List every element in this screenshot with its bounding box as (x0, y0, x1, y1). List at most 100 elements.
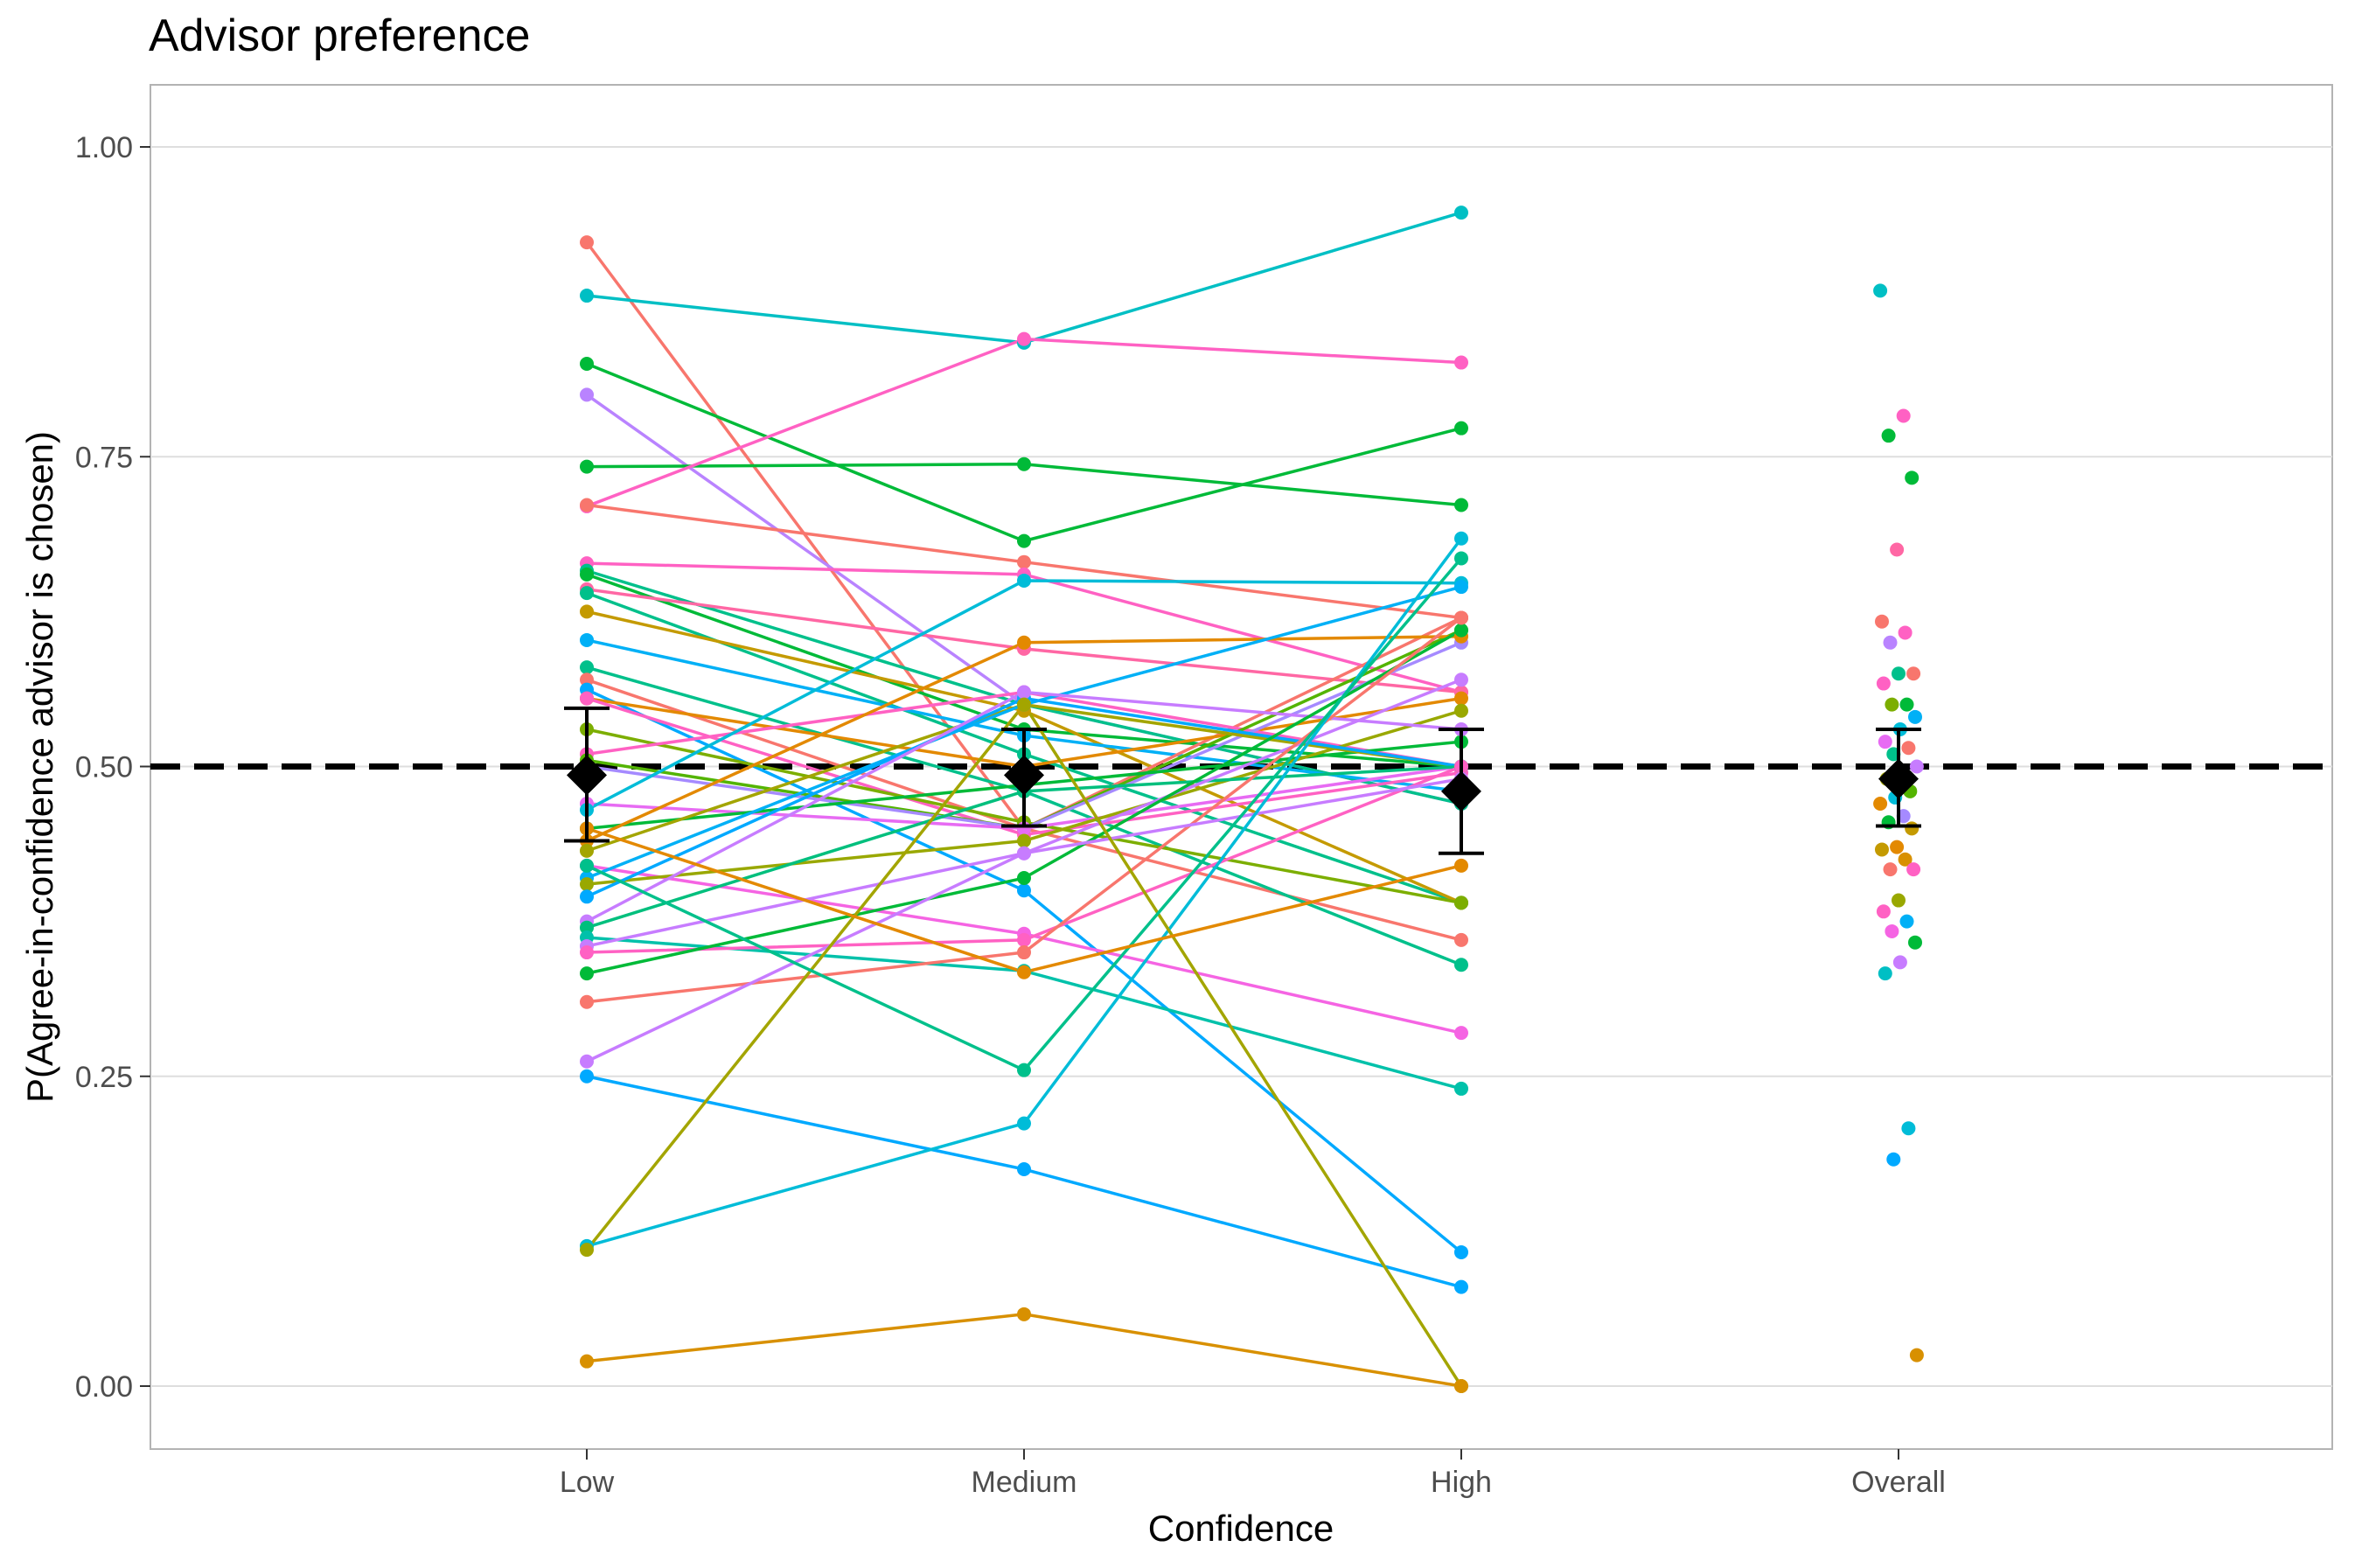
overall-point (1892, 666, 1906, 681)
participant-point (1454, 623, 1468, 638)
participant-point (580, 289, 594, 303)
overall-point (1901, 741, 1916, 756)
overall-point (1908, 935, 1922, 950)
participant-point (580, 356, 594, 371)
summary-markers (564, 706, 1921, 855)
participant-point (1454, 1279, 1468, 1294)
participant-point (1454, 691, 1468, 706)
participant-point (580, 498, 594, 512)
participant-point (1017, 573, 1031, 588)
overall-point (1875, 842, 1889, 857)
overall-point (1896, 408, 1911, 423)
participant-point (1017, 331, 1031, 346)
overall-point (1883, 862, 1898, 877)
y-tick-label: 0.00 (75, 1370, 133, 1404)
participant-point (580, 567, 594, 582)
y-tick-label: 0.75 (75, 441, 133, 474)
overall-point (1873, 283, 1888, 298)
overall-point (1890, 840, 1905, 854)
overall-point (1899, 697, 1914, 712)
y-tick-label: 0.25 (75, 1061, 133, 1094)
y-axis-ticks: 0.00 0.25 0.50 0.75 1.00 (75, 131, 150, 1404)
participant-point (1017, 945, 1031, 960)
overall-point (1885, 923, 1899, 938)
participant-point (1454, 498, 1468, 512)
mean-diamond (1878, 758, 1919, 799)
x-tick-label: High (1431, 1466, 1492, 1499)
participant-points (580, 206, 1468, 1393)
participant-point (1454, 580, 1468, 595)
overall-point (1878, 966, 1892, 981)
x-tick-label: Overall (1851, 1466, 1946, 1499)
overall-point (1892, 893, 1906, 908)
participant-point (1017, 932, 1031, 947)
participant-point (580, 945, 594, 960)
participant-point (580, 966, 594, 981)
participant-point (580, 994, 594, 1009)
overall-point (1906, 666, 1921, 681)
x-axis-label: Confidence (1148, 1508, 1334, 1549)
participant-point (580, 632, 594, 647)
participant-point (1454, 896, 1468, 910)
overall-point (1909, 759, 1924, 774)
participant-point (1017, 1063, 1031, 1077)
participant-point (580, 877, 594, 892)
overall-point (1878, 735, 1892, 749)
overall-point (1908, 709, 1922, 724)
x-tick-label: Low (560, 1466, 615, 1499)
participant-point (1017, 635, 1031, 650)
x-tick-label: Medium (972, 1466, 1077, 1499)
participant-point (580, 660, 594, 675)
overall-point (1901, 1121, 1916, 1136)
participant-point (1454, 355, 1468, 370)
participant-point (1454, 672, 1468, 687)
mean-diamond (1441, 770, 1481, 812)
overall-point (1886, 1152, 1901, 1167)
overall-point (1899, 914, 1914, 929)
overall-point (1873, 797, 1888, 812)
participant-point (580, 889, 594, 904)
participant-point (580, 843, 594, 858)
overall-point (1898, 852, 1913, 867)
participant-point (1017, 533, 1031, 548)
participant-point (1454, 1081, 1468, 1096)
participant-point (1017, 456, 1031, 471)
participant-point (1017, 871, 1031, 886)
participant-point (1017, 697, 1031, 712)
x-axis-ticks: Low Medium High Overall (560, 1449, 1946, 1499)
overall-point (1876, 904, 1891, 919)
participant-point (580, 586, 594, 601)
chart-title: Advisor preference (149, 10, 530, 61)
participant-point (580, 691, 594, 706)
overall-point (1909, 1348, 1924, 1362)
overall-point (1905, 470, 1920, 485)
participant-point (1454, 703, 1468, 718)
participant-point (1017, 833, 1031, 848)
overall-point (1890, 542, 1905, 557)
participant-point (580, 858, 594, 873)
participant-point (1454, 610, 1468, 625)
participant-point (1454, 1244, 1468, 1259)
y-tick-label: 1.00 (75, 131, 133, 164)
participant-point (1454, 206, 1468, 220)
y-tick-label: 0.50 (75, 751, 133, 784)
overall-point (1875, 614, 1889, 629)
overall-point (1905, 821, 1920, 836)
participant-point (1017, 1307, 1031, 1321)
overall-point (1885, 697, 1899, 712)
participant-point (1454, 531, 1468, 546)
participant-point (580, 1354, 594, 1369)
participant-point (580, 920, 594, 935)
participant-point (1454, 551, 1468, 566)
participant-point (1017, 685, 1031, 700)
participant-point (580, 604, 594, 619)
participant-point (580, 1243, 594, 1258)
participant-point (580, 459, 594, 474)
mean-diamond (567, 755, 607, 796)
participant-point (1454, 932, 1468, 947)
participant-point (1454, 858, 1468, 873)
participant-point (580, 672, 594, 687)
overall-point (1883, 635, 1898, 650)
overall-point (1881, 429, 1896, 443)
participant-point (1017, 1116, 1031, 1131)
